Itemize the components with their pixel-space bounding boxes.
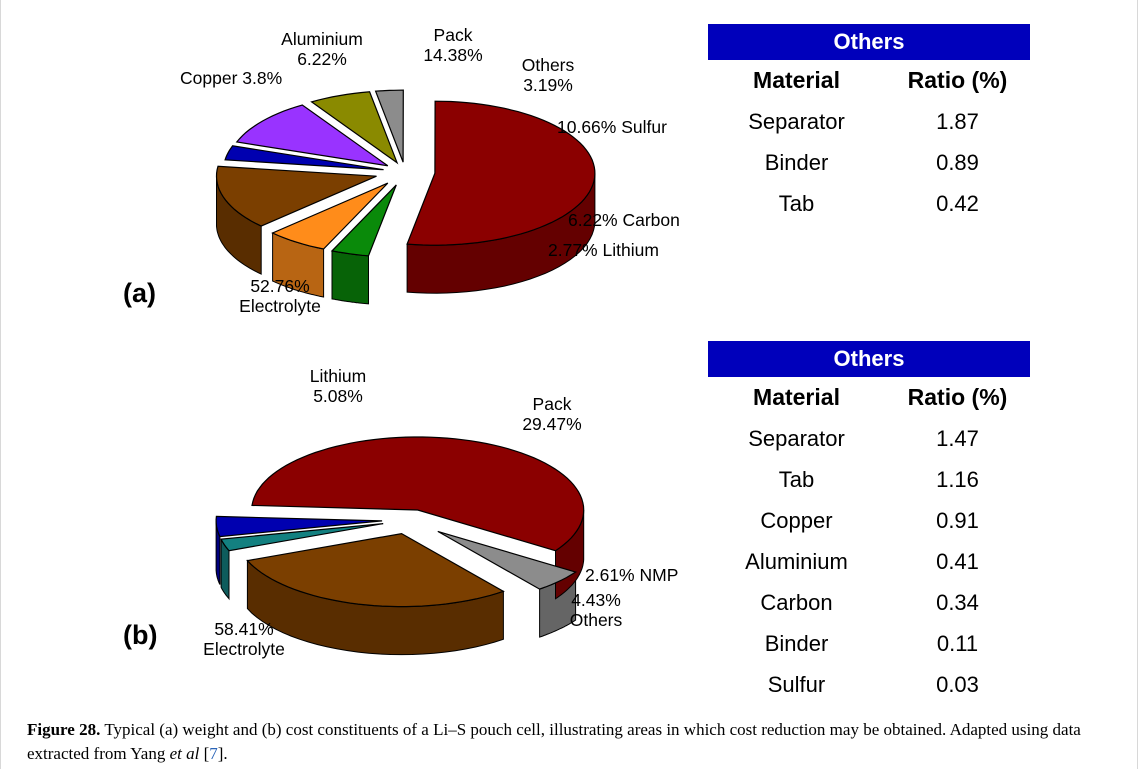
a-slice-lithium xyxy=(374,89,404,163)
table-b-row: Separator 1.47 xyxy=(708,418,1030,459)
b-slice-lithium xyxy=(437,530,578,590)
table-b-material-cell: Sulfur xyxy=(767,672,826,697)
caption-figure-number: Figure 28. xyxy=(27,720,101,739)
table-b-ratio-cell: 1.47 xyxy=(936,426,979,451)
table-a-body: Separator 1.87 Binder 0.89 Tab 0.42 xyxy=(708,101,1030,224)
table-b-header-ratio: Ratio (%) xyxy=(907,384,1008,410)
table-b-material-cell: Binder xyxy=(764,631,829,656)
table-b-row: Copper 0.91 xyxy=(708,500,1030,541)
label-a-others: Others 3.19% xyxy=(521,55,575,95)
panel-label-b: (b) xyxy=(123,620,158,650)
caption-ref-link[interactable]: 7 xyxy=(209,744,218,763)
b-slice-pack xyxy=(246,532,505,608)
table-b-ratio-cell: 0.03 xyxy=(936,672,979,697)
table-b-row: Carbon 0.34 xyxy=(708,582,1030,623)
table-b-title: Others xyxy=(708,341,1030,377)
table-b-body: Separator 1.47 Tab 1.16 Copper 0.91 Aluminium 0… xyxy=(708,418,1030,705)
table-b-row: Aluminium 0.41 xyxy=(708,541,1030,582)
table-b-row: Tab 1.16 xyxy=(708,459,1030,500)
label-b-others: 4.43% Others xyxy=(569,590,623,630)
table-a-header-row: Material Ratio (%) xyxy=(708,60,1030,101)
table-b-row: Binder 0.11 xyxy=(708,623,1030,664)
table-a-row: Separator 1.87 xyxy=(708,101,1030,142)
label-a-electrolyte: 52.76% Electrolyte xyxy=(239,276,321,316)
label-a-pack: Pack 14.38% xyxy=(423,25,483,65)
a-slice-sulfur xyxy=(235,104,389,167)
table-b-ratio-cell: 1.16 xyxy=(936,467,979,492)
label-b-pack: Pack 29.47% xyxy=(522,394,582,434)
table-a-header-material: Material xyxy=(753,67,840,93)
label-a-sulfur: 10.66% Sulfur xyxy=(557,117,667,137)
table-a-row: Tab 0.42 xyxy=(708,183,1030,224)
label-b-nmp: 2.61% NMP xyxy=(585,565,679,585)
table-b-material-cell: Aluminium xyxy=(745,549,848,574)
table-b-ratio-cell: 0.41 xyxy=(936,549,979,574)
b-pie xyxy=(215,436,585,656)
b-slice-nmp xyxy=(220,523,384,552)
a-slice-others xyxy=(224,145,384,171)
table-b-material-cell: Separator xyxy=(748,426,845,451)
table-a-ratio-cell: 0.42 xyxy=(936,191,979,216)
table-a-material-cell: Separator xyxy=(748,109,845,134)
others-table-a: Others Material Ratio (%) Separator 1.87 B… xyxy=(708,24,1030,224)
label-b-electrolyte: 58.41% Electrolyte xyxy=(203,619,285,659)
a-slice-electrolyte xyxy=(406,100,596,246)
table-a-row: Binder 0.89 xyxy=(708,142,1030,183)
label-a-copper: Copper 3.8% xyxy=(180,68,283,88)
caption-ref-close: ]. xyxy=(217,744,228,763)
table-b-ratio-cell: 0.91 xyxy=(936,508,979,533)
table-b-header-row: Material Ratio (%) xyxy=(708,377,1030,418)
caption-text: Typical (a) weight and (b) cost constitu… xyxy=(27,720,1081,763)
table-b-row: Sulfur 0.03 xyxy=(708,664,1030,705)
b-slice-others xyxy=(215,515,383,538)
table-b-ratio-cell: 0.11 xyxy=(936,631,979,656)
table-b-material-cell: Copper xyxy=(760,508,833,533)
a-slice-side-copper xyxy=(331,250,369,305)
table-b-header-material: Material xyxy=(753,384,840,410)
table-a-material-cell: Tab xyxy=(778,191,815,216)
a-slice-pack xyxy=(215,165,377,227)
page-border-left xyxy=(0,0,1,769)
table-b-material-cell: Tab xyxy=(778,467,815,492)
b-slice-electrolyte xyxy=(251,436,585,552)
label-a-carbon: 6.22% Carbon xyxy=(568,210,680,230)
label-a-lithium: 2.77% Lithium xyxy=(548,240,659,260)
table-a-material-cell: Binder xyxy=(764,150,829,175)
a-slice-carbon xyxy=(310,91,399,165)
figure-caption: Figure 28. Typical (a) weight and (b) co… xyxy=(27,718,1097,766)
others-table-b: Others Material Ratio (%) Separator 1.47 T… xyxy=(708,341,1030,705)
table-b-ratio-cell: 0.34 xyxy=(936,590,979,615)
caption-et-al: et al xyxy=(169,744,200,763)
a-slice-copper xyxy=(330,184,397,257)
table-a-header-ratio: Ratio (%) xyxy=(907,67,1008,93)
table-a-ratio-cell: 0.89 xyxy=(936,150,979,175)
table-a-ratio-cell: 1.87 xyxy=(936,109,979,134)
label-b-lithium: Lithium 5.08% xyxy=(309,366,367,406)
a-slice-aluminium xyxy=(271,182,389,250)
a-pie xyxy=(215,89,596,305)
table-a-title: Others xyxy=(708,24,1030,60)
caption-ref-open: [ xyxy=(203,744,210,763)
panel-label-a: (a) xyxy=(123,278,156,308)
table-b-material-cell: Carbon xyxy=(760,590,833,615)
label-a-aluminium: Aluminium 6.22% xyxy=(281,29,363,69)
